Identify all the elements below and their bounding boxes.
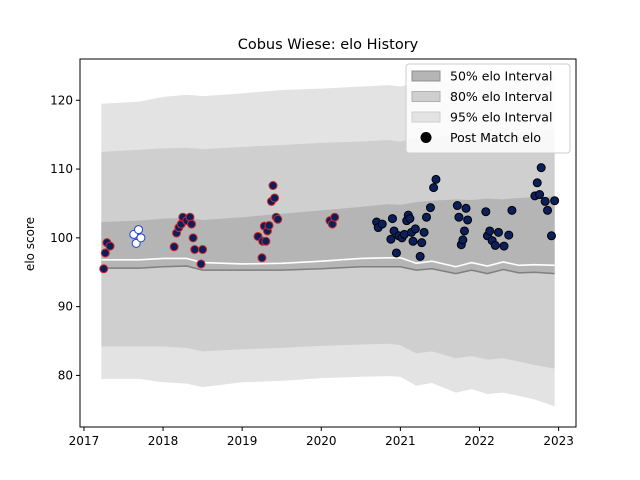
data-point	[452, 201, 462, 211]
band-50	[101, 196, 555, 274]
data-point	[493, 227, 503, 237]
x-tick-label: 2017	[69, 434, 100, 448]
data-point	[387, 214, 397, 224]
y-axis-label: elo score	[23, 217, 37, 271]
data-point	[134, 225, 144, 235]
data-point	[485, 226, 495, 236]
legend-marker	[420, 132, 432, 143]
data-point	[421, 212, 431, 222]
x-axis: 2017 2018 2019 2020 2021 2022 2023	[69, 427, 574, 448]
data-point	[386, 234, 396, 244]
data-point	[198, 245, 208, 255]
data-point	[458, 235, 468, 245]
data-point	[169, 242, 179, 252]
data-point	[535, 190, 545, 200]
data-point	[429, 183, 439, 193]
data-point	[546, 231, 556, 241]
y-axis: 80 90 100 110 120	[50, 93, 80, 382]
data-point	[408, 236, 418, 246]
data-point	[99, 264, 109, 274]
legend-swatch	[411, 70, 441, 82]
data-point	[540, 196, 550, 206]
data-point	[257, 253, 267, 263]
y-tick-label: 100	[50, 231, 73, 245]
legend-swatch	[411, 111, 441, 123]
data-point	[459, 226, 469, 236]
data-point	[499, 241, 509, 251]
data-point	[431, 174, 441, 184]
data-point	[536, 163, 546, 173]
x-tick-label: 2020	[306, 434, 337, 448]
x-tick-label: 2021	[385, 434, 416, 448]
x-tick-label: 2023	[543, 434, 574, 448]
legend-box	[405, 63, 571, 154]
data-point	[532, 178, 542, 188]
data-point	[330, 212, 340, 222]
data-point	[463, 215, 473, 225]
legend-swatch	[411, 91, 441, 102]
bands-layer	[101, 74, 555, 407]
data-point	[504, 230, 514, 240]
x-tick-label: 2022	[464, 434, 495, 448]
legend-entry-label: Post Match elo	[450, 130, 541, 145]
data-point	[377, 219, 387, 229]
data-point	[105, 241, 115, 251]
band-50-lower-line	[101, 265, 555, 275]
data-point	[419, 227, 429, 237]
data-point	[461, 203, 471, 213]
data-point	[187, 219, 197, 229]
plot-area	[79, 58, 577, 428]
data-point	[268, 181, 278, 191]
y-tick-label: 120	[50, 93, 73, 107]
x-tick-label: 2019	[227, 434, 258, 448]
legend: 50% elo Interval 80% elo Interval 95% elo …	[405, 63, 571, 154]
points-layer	[99, 163, 560, 274]
plot-frame	[79, 58, 577, 428]
data-point	[270, 193, 280, 203]
x-tick-label: 2018	[148, 434, 179, 448]
data-point	[196, 259, 206, 269]
data-point	[264, 220, 274, 230]
data-point	[188, 233, 198, 243]
legend-entry-label: 80% elo Interval	[450, 89, 552, 104]
data-point	[507, 205, 517, 215]
data-point	[454, 212, 464, 222]
data-point	[410, 224, 420, 234]
data-point	[273, 214, 283, 224]
y-tick-label: 80	[58, 368, 73, 382]
data-point	[425, 203, 435, 213]
data-point	[490, 240, 500, 250]
median-line	[101, 256, 555, 268]
legend-entry-label: 95% elo Interval	[450, 110, 552, 125]
chart-title: Cobus Wiese: elo History	[238, 37, 419, 53]
data-point	[481, 207, 491, 217]
data-point	[550, 196, 560, 206]
data-point	[417, 238, 427, 248]
y-tick-label: 90	[58, 300, 73, 314]
data-point	[100, 248, 110, 258]
data-point	[261, 236, 271, 246]
legend-entry-label: 50% elo Interval	[450, 69, 552, 84]
y-tick-label: 110	[50, 162, 73, 176]
data-point	[405, 214, 415, 224]
data-point	[136, 233, 146, 243]
data-point	[543, 205, 553, 215]
data-point	[190, 245, 200, 255]
data-point	[415, 251, 425, 261]
data-point	[391, 248, 401, 258]
